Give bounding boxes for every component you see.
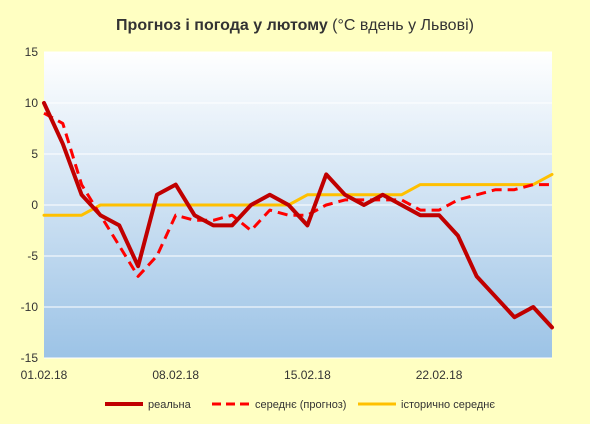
chart-title: Прогноз і погода у лютому (°С вдень у Ль… (116, 17, 474, 34)
x-tick-label: 01.02.18 (21, 368, 68, 382)
chart-title-sub: (°С вдень у Львові) (328, 17, 474, 34)
y-tick-label: -15 (21, 351, 39, 365)
y-tick-label: 15 (25, 45, 39, 59)
y-tick-label: -5 (27, 249, 38, 263)
x-axis-ticks: 01.02.18 08.02.18 15.02.18 22.02.18 (21, 368, 463, 382)
legend-label-historical: історично середнє (401, 399, 495, 411)
x-tick-label: 15.02.18 (284, 368, 331, 382)
y-tick-label: -10 (21, 300, 39, 314)
x-tick-label: 08.02.18 (152, 368, 199, 382)
y-tick-label: 0 (31, 198, 38, 212)
y-tick-label: 10 (25, 96, 39, 110)
y-tick-label: 5 (31, 147, 38, 161)
legend-label-real: реальна (148, 399, 192, 411)
series-line-real (42, 101, 554, 330)
series-line-historical (42, 172, 554, 217)
legend: реальна середнє (прогноз) історично сере… (105, 399, 495, 411)
legend-label-forecast: середнє (прогноз) (255, 399, 346, 411)
series-lines (42, 101, 554, 330)
x-tick-label: 22.02.18 (416, 368, 463, 382)
chart-title-main: Прогноз і погода у лютому (116, 17, 328, 34)
y-axis-ticks: 15 10 5 0 -5 -10 -15 (21, 45, 39, 365)
